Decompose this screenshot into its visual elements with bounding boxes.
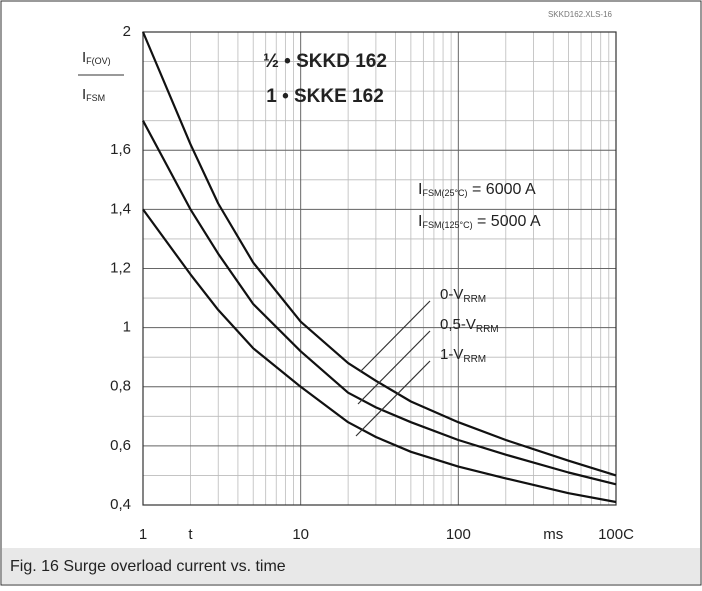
y-tick-label: 0,4	[110, 496, 131, 513]
y-tick-label: 1	[123, 319, 131, 336]
y-label-sub: FSM	[86, 93, 105, 103]
legend-main: 0,5-V	[440, 316, 476, 333]
y-tick-label: 1,4	[110, 200, 131, 217]
tag: SKKD162.XLS-16	[548, 10, 613, 19]
x-tick-label: 10	[292, 526, 309, 543]
y-label-sub: F(OV)	[86, 56, 111, 66]
annotation: 1 • SKKE 162	[266, 86, 384, 107]
legend-label: 0-VRRM	[440, 286, 486, 305]
annotation-main: I	[418, 213, 422, 230]
leader-line	[355, 360, 431, 437]
legend-sub: RRM	[463, 354, 486, 365]
annotation-rest: = 6000 A	[468, 181, 536, 198]
y-label: IFSM	[82, 86, 105, 103]
legend-label: 0,5-VRRM	[440, 316, 499, 335]
leader-line	[359, 300, 431, 373]
y-tick-label: 1,6	[110, 141, 131, 158]
annotation-rest: = 5000 A	[473, 213, 541, 230]
y-tick-label: 0,6	[110, 437, 131, 454]
legend-main: 1-V	[440, 346, 463, 363]
x-unit: ms	[543, 526, 563, 543]
legend-label: 1-VRRM	[440, 346, 486, 365]
y-tick-label: 1,2	[110, 259, 131, 276]
annotation: IFSM(125°C) = 5000 A	[418, 213, 541, 230]
series-line	[141, 31, 617, 477]
x-tick-label: 1	[139, 526, 147, 543]
x-tick-label: 100C	[598, 526, 634, 543]
annotation: ½ • SKKD 162	[263, 51, 387, 72]
y-tick-label: 2	[123, 23, 131, 40]
x-label: t	[188, 526, 193, 543]
legend-sub: RRM	[463, 294, 486, 305]
y-label: IF(OV)	[82, 49, 111, 66]
caption-bar	[2, 548, 700, 584]
legend-sub: RRM	[476, 324, 499, 335]
annotation: IFSM(25°C) = 6000 A	[418, 181, 536, 198]
plot-border	[142, 31, 617, 506]
y-tick-label: 0,8	[110, 378, 131, 395]
annotation-sub: FSM(25°C)	[422, 188, 467, 198]
leader-line	[357, 330, 431, 405]
legend-main: 0-V	[440, 286, 463, 303]
caption: Fig. 16 Surge overload current vs. time	[10, 558, 286, 575]
annotation-main: I	[418, 181, 422, 198]
y-label-main: I	[82, 86, 86, 103]
x-tick-label: 100	[446, 526, 471, 543]
annotation-sub: FSM(125°C)	[422, 220, 472, 230]
y-label-main: I	[82, 49, 86, 66]
